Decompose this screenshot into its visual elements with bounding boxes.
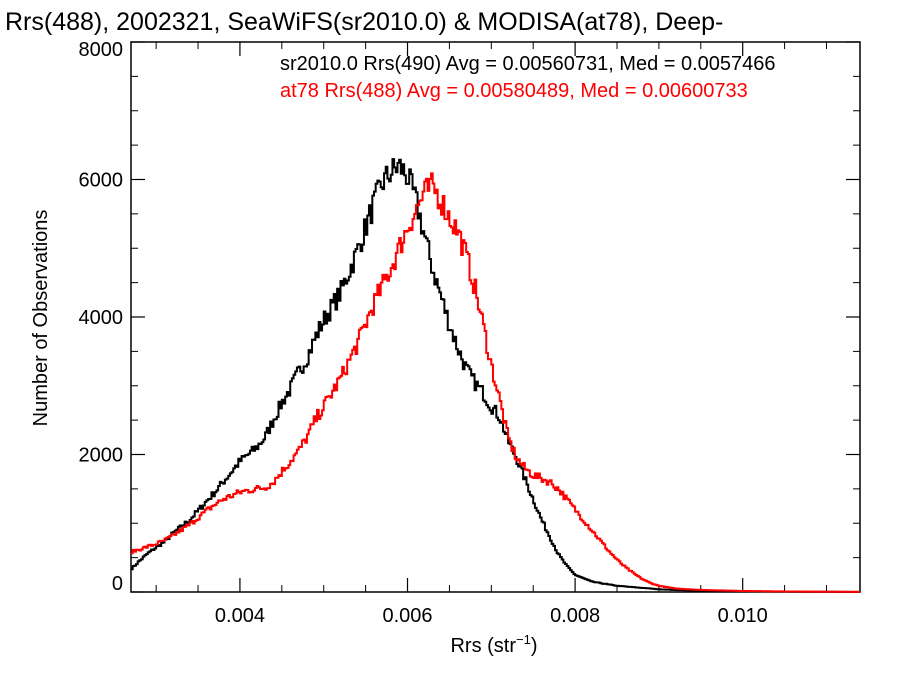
axis-ticks: 0.004 0.006 0.008 0.010 0 2000 4000 6000 8000	[79, 39, 860, 627]
x-tick-label: 0.006	[382, 605, 432, 627]
x-axis-label-main: Rrs (str	[450, 635, 516, 657]
x-axis-label-tail: )	[531, 635, 538, 657]
x-axis-label-superscript: −1	[516, 632, 531, 647]
y-tick-label: 2000	[79, 445, 124, 467]
plot-border	[130, 41, 861, 593]
x-axis-label: Rrs (str−1)	[450, 632, 537, 657]
x-tick-label: 0.004	[215, 605, 265, 627]
legend-annotations: sr2010.0 Rrs(490) Avg = 0.00560731, Med …	[280, 53, 776, 102]
y-axis-label: Number of Observations	[30, 210, 52, 427]
histogram-series-line-1	[131, 158, 860, 593]
y-tick-label: 4000	[79, 307, 124, 329]
annotation-line-2: at78 Rrs(488) Avg = 0.00580489, Med = 0.…	[280, 80, 748, 102]
y-tick-label: 8000	[79, 39, 124, 61]
histogram-series-line-2	[131, 172, 860, 593]
y-tick-label: 6000	[79, 170, 124, 192]
chart-title: Rrs(488), 2002321, SeaWiFS(sr2010.0) & M…	[5, 8, 723, 36]
y-tick-label: 0	[112, 573, 123, 595]
plot-frame	[130, 41, 861, 593]
annotation-line-1: sr2010.0 Rrs(490) Avg = 0.00560731, Med …	[280, 53, 776, 75]
histogram-series	[131, 158, 860, 593]
x-tick-label: 0.008	[550, 605, 600, 627]
x-tick-label: 0.010	[718, 605, 768, 627]
